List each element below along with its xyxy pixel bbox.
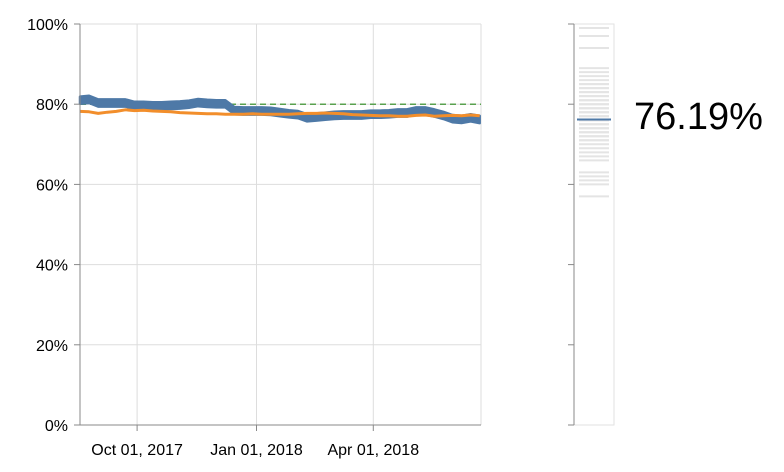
x-tick-label: Oct 01, 2017: [91, 442, 183, 459]
y-tick-label: 40%: [36, 258, 68, 275]
y-tick-labels: 0% 20% 40% 60% 80% 100%: [27, 17, 68, 435]
x-tick-labels: Oct 01, 2017 Jan 01, 2018 Apr 01, 2018: [91, 442, 419, 459]
series-line-1: [79, 108, 480, 118]
y-tick-label: 20%: [36, 338, 68, 355]
current-value: 76.19%: [634, 96, 763, 138]
grid: [80, 23, 482, 426]
distribution-strip: [568, 23, 615, 426]
series-group: [78, 94, 481, 125]
y-tick-label: 60%: [36, 177, 68, 194]
y-tick-label: 0%: [45, 418, 68, 435]
y-tick-label: 80%: [36, 97, 68, 114]
x-tick-label: Apr 01, 2018: [327, 442, 419, 459]
axes: [74, 23, 481, 431]
x-tick-label: Jan 01, 2018: [210, 442, 303, 459]
y-tick-label: 100%: [27, 17, 68, 34]
